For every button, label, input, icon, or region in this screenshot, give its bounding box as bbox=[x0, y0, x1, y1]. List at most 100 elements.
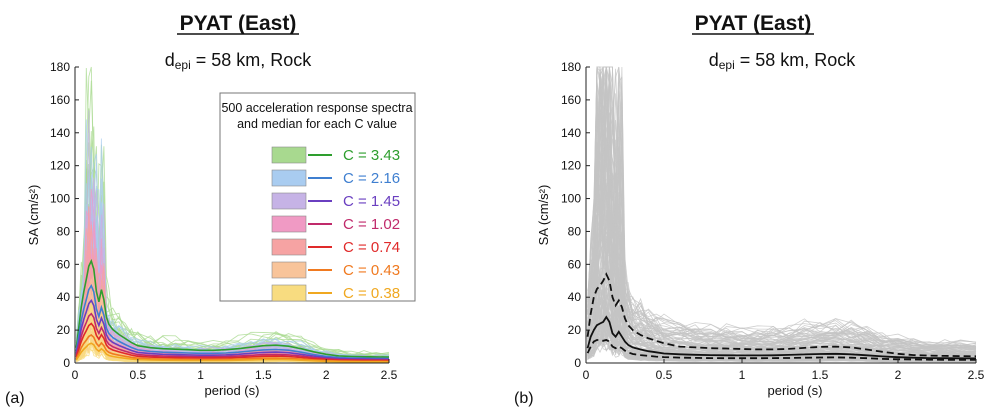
spectrum-curve bbox=[587, 72, 977, 352]
spectrum-curve bbox=[587, 75, 977, 348]
panel-b-y-tick-label: 180 bbox=[561, 60, 581, 74]
panel-b-y-tick-label: 100 bbox=[561, 192, 581, 206]
legend-swatch bbox=[271, 169, 307, 187]
median-line-6 bbox=[75, 334, 390, 363]
panel-a-y-tick-label: 100 bbox=[50, 192, 70, 206]
panel-a-y-tick-label: 120 bbox=[50, 159, 70, 173]
legend-label: C = 0.74 bbox=[343, 239, 400, 256]
panel-b-x-tick-label: 1 bbox=[739, 368, 746, 382]
spectrum-curve bbox=[587, 66, 977, 354]
panel-b-x-tick-label: 1.5 bbox=[812, 368, 829, 382]
panel-a-y-tick-label: 40 bbox=[57, 290, 71, 304]
panel-b-y-tick-label: 120 bbox=[561, 159, 581, 173]
spectrum-curve bbox=[587, 66, 977, 352]
panel-a-y-tick-label: 180 bbox=[50, 60, 70, 74]
panel-b-y-axis-label: SA (cm/s²) bbox=[536, 185, 551, 246]
spectrum-curve bbox=[76, 336, 389, 364]
panel-b-x-tick-label: 2.5 bbox=[968, 368, 985, 382]
legend-title-line-2: and median for each C value bbox=[237, 117, 397, 131]
panel-b-y-tick-label: 60 bbox=[568, 257, 582, 271]
spectrum-curve bbox=[587, 66, 977, 349]
panel-a-x-tick-label: 0.5 bbox=[129, 368, 146, 382]
spectrum-curve bbox=[75, 67, 390, 357]
panel-a-label: (a) bbox=[5, 390, 25, 407]
legend-label: C = 0.38 bbox=[343, 285, 400, 302]
legend-label: C = 1.45 bbox=[343, 193, 400, 210]
panel-b: PYAT (East) depi = 58 km, Rock 020406080… bbox=[514, 12, 985, 407]
median-line-3 bbox=[75, 299, 390, 361]
panel-a-y-tick-label: 0 bbox=[63, 356, 70, 370]
panel-a-x-tick-label: 0 bbox=[72, 368, 79, 382]
panel-a-x-tick-label: 1.5 bbox=[255, 368, 272, 382]
panel-a-subtitle: depi = 58 km, Rock bbox=[165, 50, 313, 72]
spectrum-curve bbox=[587, 66, 977, 351]
panel-b-y-tick-label: 160 bbox=[561, 93, 581, 107]
panel-b-plot-area bbox=[586, 66, 977, 363]
spectrum-curve bbox=[587, 66, 977, 346]
spectrum-curve bbox=[587, 121, 977, 355]
panel-a-x-tick-label: 2 bbox=[323, 368, 330, 382]
panel-a-plot-area bbox=[75, 66, 390, 364]
panel-a: PYAT (East) depi = 58 km, Rock 020406080… bbox=[5, 12, 416, 407]
spectrum-curve bbox=[587, 66, 977, 352]
spectrum-curve bbox=[587, 66, 977, 349]
median-line-7 bbox=[75, 342, 390, 363]
panel-a-x-tick-label: 2.5 bbox=[381, 368, 398, 382]
panel-a-ticks: 0 20 40 60 80 100 120 140 160 180 0 0.5 1 1.5 2 2.5 bbox=[50, 60, 398, 382]
legend-label: C = 0.43 bbox=[343, 262, 400, 279]
spectrum-curve bbox=[587, 66, 977, 351]
panel-b-y-tick-label: 20 bbox=[568, 323, 582, 337]
legend-swatch bbox=[271, 192, 307, 210]
spectrum-curve bbox=[587, 326, 976, 362]
legend-label: C = 1.02 bbox=[343, 216, 400, 233]
bound-line-dashed-3 bbox=[586, 339, 976, 361]
panel-b-y-tick-label: 40 bbox=[568, 290, 582, 304]
legend-label: C = 3.43 bbox=[343, 147, 400, 164]
panel-b-y-tick-label: 80 bbox=[568, 224, 582, 238]
legend-label: C = 2.16 bbox=[343, 170, 400, 187]
spectrum-curve bbox=[587, 66, 977, 349]
spectrum-curve bbox=[587, 66, 977, 349]
spectrum-curve bbox=[587, 66, 977, 352]
panel-b-title: PYAT (East) bbox=[695, 12, 812, 35]
legend-swatch bbox=[271, 238, 307, 256]
panel-b-y-tick-label: 0 bbox=[574, 356, 581, 370]
spectrum-curve bbox=[587, 66, 977, 347]
spectrum-curve bbox=[587, 66, 977, 351]
spectrum-curve bbox=[587, 66, 977, 350]
panel-b-y-tick-label: 140 bbox=[561, 126, 581, 140]
median-line-4 bbox=[75, 312, 390, 361]
panel-a-y-tick-label: 60 bbox=[57, 257, 71, 271]
spectrum-curve bbox=[587, 66, 977, 353]
spectrum-curve bbox=[587, 66, 977, 355]
panel-b-label: (b) bbox=[514, 390, 534, 407]
panel-a-x-tick-label: 1 bbox=[197, 368, 204, 382]
spectrum-curve bbox=[587, 66, 977, 349]
spectrum-curve bbox=[587, 66, 977, 352]
spectrum-curve bbox=[587, 115, 977, 354]
median-line bbox=[586, 315, 977, 360]
panel-a-y-tick-label: 160 bbox=[50, 93, 70, 107]
spectrum-curve bbox=[587, 66, 977, 351]
median-line-5 bbox=[75, 322, 390, 362]
legend-title-line-1: 500 acceleration response spectra bbox=[221, 101, 412, 115]
panel-b-x-tick-label: 0.5 bbox=[656, 368, 673, 382]
panel-a-title: PYAT (East) bbox=[180, 12, 297, 35]
panel-a-y-tick-label: 20 bbox=[57, 323, 71, 337]
spectrum-curve bbox=[587, 338, 977, 363]
panel-a-y-tick-label: 140 bbox=[50, 126, 70, 140]
panel-a-y-tick-label: 80 bbox=[57, 224, 71, 238]
legend-entries: C = 3.43 C = 2.16 C = 1.45 C = 1.02 C = 0.74… bbox=[271, 146, 400, 302]
spectrum-curve bbox=[587, 66, 977, 351]
legend: 500 acceleration response spectra and me… bbox=[219, 92, 416, 302]
spectrum-curve bbox=[587, 71, 977, 353]
median-line-1 bbox=[75, 258, 390, 358]
spectrum-curve bbox=[587, 66, 977, 348]
spectrum-curve bbox=[587, 84, 977, 351]
bound-line-dashed-1 bbox=[586, 272, 977, 358]
spectrum-curve bbox=[587, 66, 977, 345]
legend-swatch bbox=[271, 146, 307, 164]
median-line-2 bbox=[75, 283, 390, 360]
legend-box bbox=[219, 92, 416, 302]
